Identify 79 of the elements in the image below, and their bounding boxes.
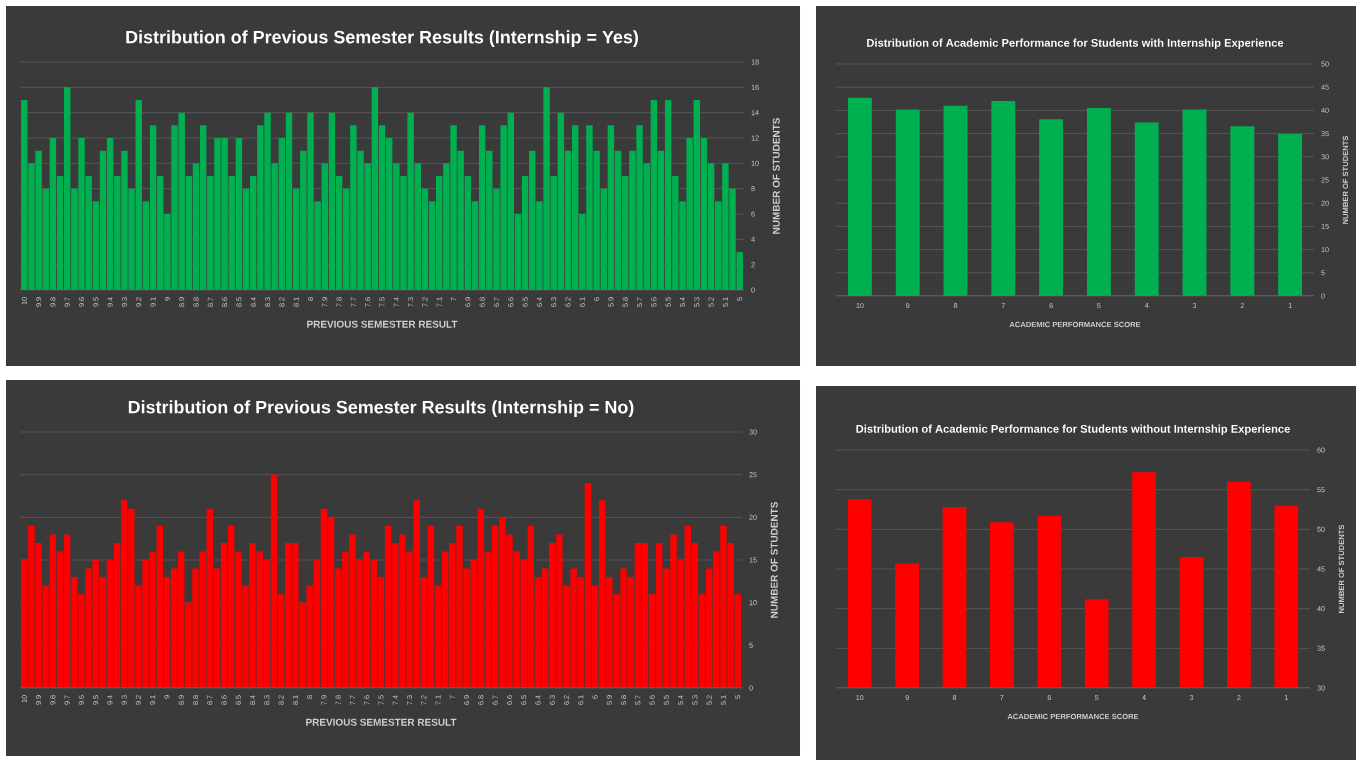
bar xyxy=(85,568,92,688)
bar xyxy=(384,525,392,688)
bar xyxy=(407,112,414,290)
bar xyxy=(641,542,649,688)
bar xyxy=(441,551,449,688)
bar xyxy=(634,542,642,688)
bar xyxy=(636,125,643,290)
bar xyxy=(491,525,499,688)
bar xyxy=(285,542,292,688)
bar xyxy=(135,99,142,290)
bar xyxy=(199,125,207,290)
bar xyxy=(128,508,135,688)
bar xyxy=(121,150,128,290)
bar xyxy=(256,551,263,688)
bar xyxy=(450,125,457,290)
bar xyxy=(156,525,164,688)
bar xyxy=(78,137,85,290)
bar xyxy=(529,150,536,290)
bar xyxy=(63,534,71,688)
bar xyxy=(28,525,35,688)
bar xyxy=(21,99,28,290)
bar xyxy=(328,112,336,290)
bar xyxy=(570,568,577,688)
bar xyxy=(206,508,213,688)
bar xyxy=(620,568,627,688)
bar xyxy=(63,87,71,290)
bar xyxy=(670,534,677,688)
bar xyxy=(556,534,563,688)
bar xyxy=(507,112,514,290)
bar xyxy=(350,125,357,290)
bar xyxy=(221,137,228,290)
bar xyxy=(214,137,221,290)
bar xyxy=(664,99,672,290)
bar xyxy=(49,137,57,290)
bar xyxy=(49,534,57,688)
bar xyxy=(149,125,157,290)
bar xyxy=(92,560,99,688)
bar xyxy=(598,500,606,688)
bar xyxy=(178,551,185,688)
bar xyxy=(586,125,593,290)
bar xyxy=(527,525,535,688)
bar xyxy=(178,112,185,290)
bar xyxy=(307,112,314,290)
bar xyxy=(720,525,727,688)
bar xyxy=(285,112,293,290)
bar xyxy=(264,112,271,290)
bar xyxy=(693,99,701,290)
bar xyxy=(427,525,435,688)
bar xyxy=(327,517,335,688)
chart-title: Distribution of Previous Semester Results (Internship = Yes) xyxy=(126,30,638,47)
bar xyxy=(320,508,328,688)
bar xyxy=(607,125,615,290)
bar xyxy=(106,137,114,290)
bar xyxy=(684,525,691,688)
bar xyxy=(292,542,299,688)
bar xyxy=(349,534,356,688)
bar xyxy=(584,483,592,688)
bar xyxy=(249,542,256,688)
bar xyxy=(499,517,506,688)
bar xyxy=(722,163,729,290)
bar xyxy=(399,534,406,688)
chart-title: Distribution of Previous Semester Results (Internship = No) xyxy=(128,400,634,418)
bar xyxy=(235,137,243,290)
bar xyxy=(371,87,379,290)
bar xyxy=(478,125,486,290)
bar xyxy=(571,125,579,290)
bar xyxy=(456,525,463,688)
bar xyxy=(35,150,42,290)
bar xyxy=(227,525,235,688)
bar xyxy=(650,99,658,290)
bar xyxy=(543,87,550,290)
bar xyxy=(557,112,565,290)
bar xyxy=(363,551,370,688)
bar xyxy=(270,474,278,688)
bar xyxy=(120,500,128,688)
bar xyxy=(549,542,556,688)
bar xyxy=(413,500,420,688)
bar xyxy=(656,542,663,688)
bar xyxy=(477,508,485,688)
